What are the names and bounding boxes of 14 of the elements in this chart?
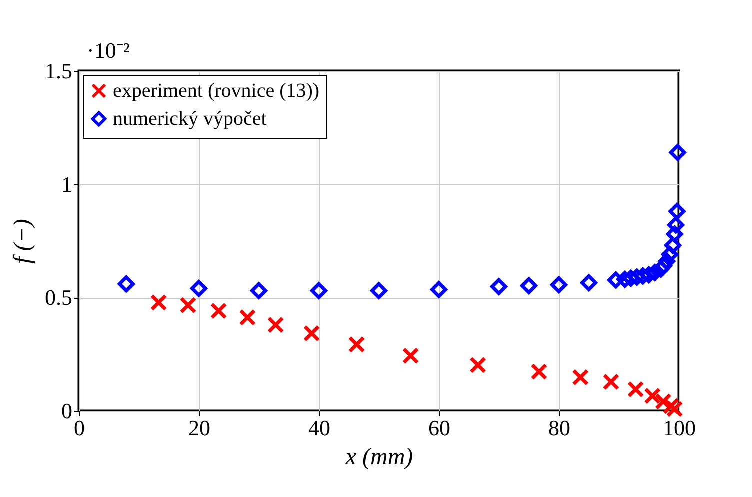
y-tick-label: 0 (62, 398, 72, 424)
x-tick-label: 60 (428, 416, 450, 440)
y-tick-label: 1.5 (45, 58, 72, 84)
legend-label: numerický výpočet (113, 108, 268, 130)
x-axis-title: x (mm) (344, 444, 414, 470)
x-tick-label: 100 (663, 416, 696, 440)
y-tick-label: 1 (62, 172, 72, 197)
x-tick-label: 20 (188, 416, 210, 440)
x-tick-label: 40 (308, 416, 330, 440)
y-tick-label: 0.5 (45, 285, 72, 310)
y-axis-title: f (−) (10, 219, 36, 264)
legend-label: experiment (rovnice (13)) (113, 80, 320, 102)
x-tick-label: 80 (548, 416, 570, 440)
text: ·10⁻² (87, 38, 130, 63)
